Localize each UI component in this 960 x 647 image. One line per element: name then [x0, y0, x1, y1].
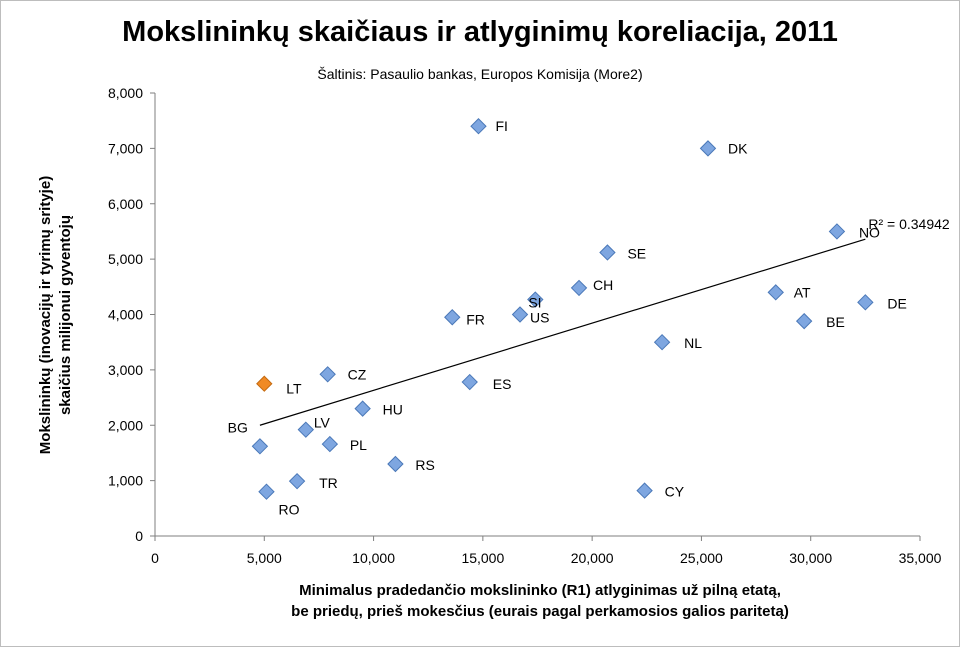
data-label-ch: CH — [593, 277, 613, 293]
data-label-us: US — [530, 310, 549, 326]
data-point-lt — [256, 375, 273, 392]
data-label-fi: FI — [495, 118, 507, 134]
y-tick-label: 3,000 — [108, 362, 143, 378]
data-point-de — [857, 294, 874, 311]
chart-subtitle: Šaltinis: Pasaulio bankas, Europos Komis… — [317, 66, 643, 82]
data-point-cy — [636, 482, 653, 499]
data-label-lt: LT — [286, 381, 302, 397]
x-tick-label: 20,000 — [571, 550, 614, 566]
data-label-tr: TR — [319, 475, 338, 491]
data-label-pl: PL — [350, 437, 367, 453]
data-label-cz: CZ — [348, 366, 367, 382]
data-point-be — [795, 312, 813, 330]
data-point-dk — [699, 140, 717, 157]
y-axis-label-line-1: Mokslininkų (inovacijų ir tyrimų srityje… — [37, 175, 54, 455]
x-tick-label: 10,000 — [352, 550, 395, 566]
data-point-bg — [251, 438, 269, 455]
data-label-de: DE — [887, 295, 906, 311]
data-label-rs: RS — [415, 457, 434, 473]
x-axis-label-line-1: Minimalus pradedančio mokslininko (R1) a… — [299, 582, 781, 599]
data-point-no — [828, 223, 846, 240]
data-point-hu — [354, 400, 371, 417]
data-point-cz — [319, 366, 336, 383]
chart-title: Mokslininkų skaičiaus ir atlyginimų kore… — [122, 16, 838, 48]
data-label-be: BE — [826, 314, 845, 330]
data-label-dk: DK — [728, 140, 748, 156]
data-label-es: ES — [493, 376, 512, 392]
x-tick-label: 0 — [151, 550, 159, 566]
y-tick-label: 5,000 — [108, 251, 143, 267]
y-axis-label-line-2: skaičius milijonui gyventojų — [57, 214, 74, 416]
x-axis-label-line-2: be priedų, prieš mokesčius (eurais pagal… — [291, 603, 789, 620]
data-label-lv: LV — [314, 415, 331, 431]
data-label-ro: RO — [278, 502, 299, 518]
data-label-no: NO — [859, 224, 880, 240]
data-label-si: SI — [528, 295, 541, 311]
data-point-tr — [288, 472, 306, 490]
x-tick-label: 15,000 — [461, 550, 504, 566]
y-axis-label: Mokslininkų (inovacijų ir tyrimų srityje… — [36, 150, 76, 480]
data-point-lv — [297, 421, 315, 438]
data-label-at: AT — [794, 284, 811, 300]
data-point-rs — [387, 455, 404, 473]
data-label-hu: HU — [383, 402, 403, 418]
x-tick-label: 30,000 — [789, 550, 832, 566]
y-tick-label: 8,000 — [108, 85, 143, 101]
x-tick-label: 25,000 — [680, 550, 723, 566]
data-point-at — [767, 284, 784, 301]
r-squared-label: R² = 0.34942 — [868, 216, 950, 232]
data-point-es — [461, 373, 478, 391]
y-tick-label: 4,000 — [108, 307, 143, 323]
x-axis-label: Minimalus pradedančio mokslininko (R1) a… — [155, 580, 925, 622]
data-point-fi — [470, 118, 487, 135]
y-tick-label: 1,000 — [108, 473, 143, 489]
data-point-se — [599, 244, 616, 261]
data-point-ro — [258, 483, 275, 500]
x-tick-label: 35,000 — [899, 550, 942, 566]
y-tick-label: 2,000 — [108, 417, 143, 433]
data-point-si — [527, 291, 544, 308]
data-point-us — [511, 306, 529, 323]
y-tick-label: 0 — [135, 528, 143, 544]
data-label-bg: BG — [228, 419, 248, 435]
data-label-cy: CY — [665, 484, 685, 500]
data-point-pl — [321, 435, 339, 453]
y-tick-label: 7,000 — [108, 140, 143, 156]
data-point-nl — [653, 333, 671, 351]
x-tick-label: 5,000 — [247, 550, 282, 566]
trendline — [259, 238, 866, 426]
data-point-ch — [570, 279, 588, 297]
data-label-nl: NL — [684, 335, 702, 351]
data-label-se: SE — [627, 245, 646, 261]
data-point-fr — [444, 309, 461, 326]
y-tick-label: 6,000 — [108, 196, 143, 212]
data-label-fr: FR — [466, 311, 485, 327]
